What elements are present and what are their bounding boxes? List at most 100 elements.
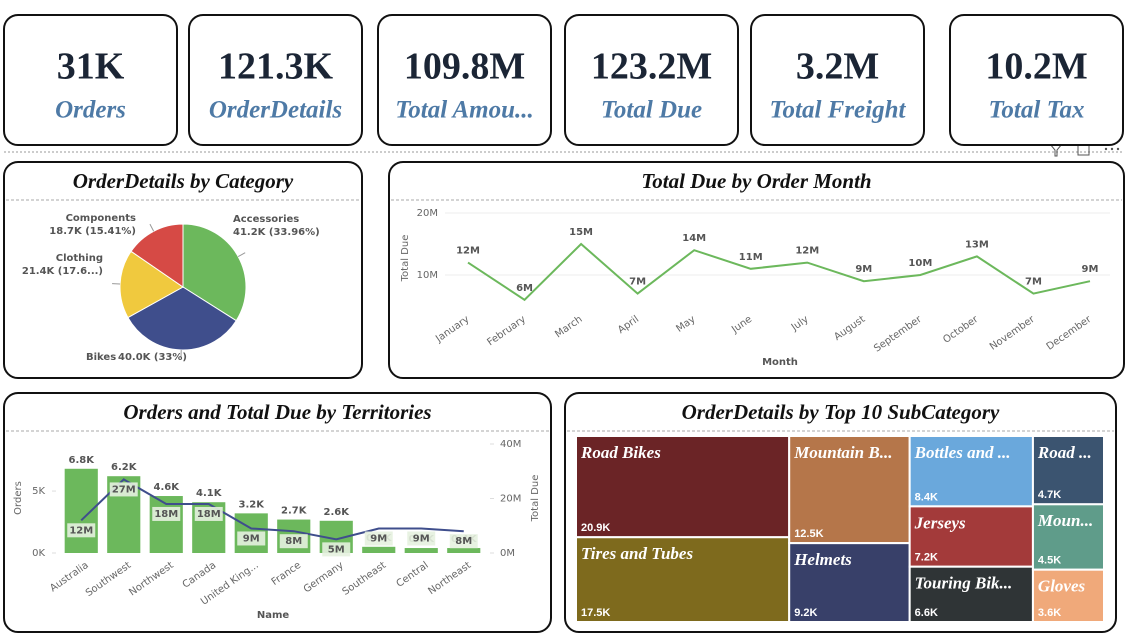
line-label: 9M (370, 533, 387, 544)
line-label: 9M (243, 533, 260, 544)
kpi-value: 3.2M (796, 46, 879, 88)
leader-line (237, 252, 246, 258)
tile-value: 20.9K (581, 522, 610, 534)
panel-frame (3, 392, 552, 633)
more-icon[interactable] (1104, 147, 1120, 151)
treemap-tile (1031, 503, 1105, 571)
slice-label: Accessories (233, 214, 299, 225)
kpi-label: Orders (55, 97, 126, 124)
tile-value: 17.5K (581, 607, 610, 619)
line-label: 8M (285, 536, 302, 547)
y-tick-label: 10M (417, 270, 438, 281)
label-box (237, 531, 266, 546)
tile-label: Road Bikes (580, 443, 661, 462)
panel-frame (388, 161, 1125, 379)
kpi-card: 121.3K OrderDetails (188, 14, 363, 146)
treemap-tile (1031, 568, 1105, 623)
kpi-label: Total Tax (988, 97, 1084, 124)
bar (149, 496, 183, 553)
data-label: 14M (682, 233, 706, 244)
treemap-tile (908, 435, 1034, 508)
kpi-label: Total Due (601, 97, 702, 124)
bar (447, 548, 481, 553)
bar (362, 546, 396, 553)
kpi-value: 123.2M (591, 46, 712, 88)
tile-label: Moun... (1037, 511, 1093, 530)
tile-label: Bottles and ... (914, 443, 1011, 462)
y-tick-label: 0K (32, 548, 45, 559)
line (467, 242, 1091, 302)
bar-label: 3.2K (239, 499, 266, 510)
x-axis-label: Month (762, 357, 798, 368)
kpi-value: 10.2M (985, 46, 1087, 88)
label-box (279, 534, 308, 549)
y-axis-label: Total Due (400, 235, 411, 283)
tile-value: 4.5K (1038, 555, 1061, 567)
data-label: 12M (795, 246, 819, 257)
kpi-card: 31K Orders (3, 14, 178, 146)
data-label: 13M (965, 239, 989, 250)
chart-title: Orders and Total Due by Territories (123, 400, 431, 424)
data-label: 7M (629, 277, 646, 288)
data-label: 11M (739, 252, 763, 263)
bar-label: 6.2K (111, 462, 138, 473)
kpi-label: Total Freight (770, 97, 907, 124)
label-box (109, 482, 138, 497)
label-box (449, 534, 478, 549)
slice-value: 18.7K (15.41%) (49, 226, 136, 237)
tile-label: Gloves (1038, 577, 1086, 596)
kpi-card: 3.2M Total Freight (750, 14, 925, 146)
x-axis-label: Name (257, 610, 290, 621)
line (80, 478, 464, 541)
bar (64, 468, 98, 553)
slice-label: Components (66, 213, 136, 224)
kpi-card: 10.2M Total Tax (949, 14, 1124, 146)
line-label: 5M (328, 544, 345, 555)
card-frame (564, 14, 739, 146)
line-label: 8M (455, 536, 472, 547)
label-box (364, 531, 393, 546)
line-label: 27M (112, 484, 136, 495)
tile-value: 7.2K (915, 552, 938, 564)
treemap-tile (788, 542, 911, 624)
slice-value: 21.4K (17.6...) (22, 266, 103, 277)
kpi-card: 123.2M Total Due (564, 14, 739, 146)
tile-label: Jerseys (914, 513, 966, 532)
leader-line (149, 223, 155, 232)
tile-value: 9.2K (794, 607, 817, 619)
slice-value: 41.2K (33.96%) (233, 227, 320, 238)
y2-axis-label: Total Due (530, 475, 541, 523)
kpi-card: 109.8M Total Amou... (377, 14, 552, 146)
label-box (322, 542, 351, 557)
card-frame (949, 14, 1124, 146)
label-box (152, 506, 181, 521)
line-label: 12M (69, 525, 93, 536)
card-frame (3, 14, 178, 146)
treemap-tile (908, 505, 1034, 568)
line-label: 9M (413, 533, 430, 544)
kpi-label: Total Amou... (395, 97, 533, 124)
y-tick-label: 5K (32, 486, 45, 497)
tile-value: 8.4K (915, 491, 938, 503)
bar-label: 4.1K (196, 488, 223, 499)
tile-value: 3.6K (1038, 607, 1061, 619)
kpi-value: 109.8M (404, 46, 525, 88)
y2-tick-label: 20M (500, 494, 521, 505)
data-label: 15M (569, 227, 593, 238)
tile-value: 12.5K (794, 528, 823, 540)
card-frame (750, 14, 925, 146)
data-label: 9M (1082, 264, 1099, 275)
treemap-tile (908, 565, 1034, 623)
tile-label: Touring Bik... (915, 574, 1013, 593)
tile-label: Tires and Tubes (581, 544, 693, 563)
data-label: 7M (1025, 277, 1042, 288)
tile-label: Road ... (1037, 443, 1092, 462)
treemap-tile (575, 435, 791, 539)
tile-value: 4.7K (1038, 489, 1061, 501)
data-label: 12M (456, 246, 480, 257)
line-label: 18M (154, 509, 178, 520)
slice-value: 40.0K (33%) (118, 352, 187, 363)
label-box (67, 523, 96, 538)
y-tick-label: 20M (417, 208, 438, 219)
kpi-label: OrderDetails (209, 97, 342, 124)
